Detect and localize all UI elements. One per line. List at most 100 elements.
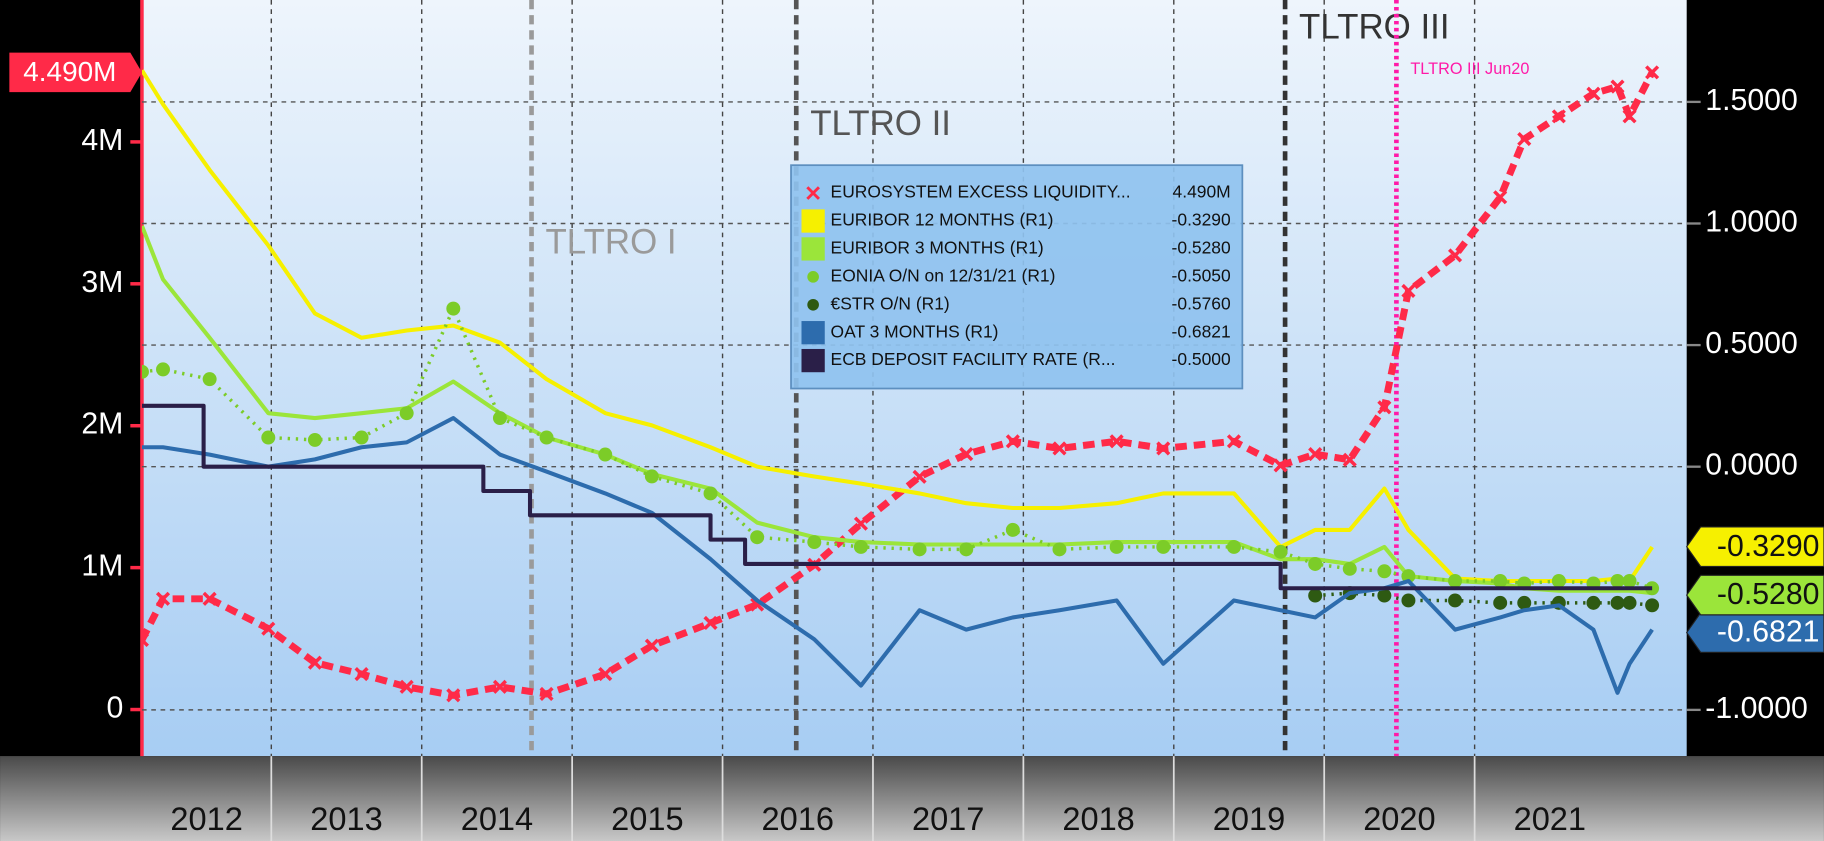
series-x-marker	[853, 516, 868, 531]
legend-label: EUROSYSTEM EXCESS LIQUIDITY...	[831, 182, 1131, 202]
series-x-marker	[1517, 132, 1532, 147]
series-dot	[399, 406, 414, 421]
series-dot	[1586, 595, 1601, 610]
series-dot	[492, 411, 507, 426]
series-dot	[156, 362, 170, 377]
axes: 0 1M 2M 3M 4M -1.0000 0.0000 0.5000 1.0000 1.5000…	[81, 84, 1808, 841]
series-dot	[1377, 588, 1392, 603]
series-dot	[1610, 574, 1625, 588]
y2-tick-label: 1.0000	[1705, 205, 1797, 238]
y-tick-label: 3M	[81, 266, 123, 299]
event-label: TLTRO III Jun20	[1410, 60, 1529, 78]
x-tick-label: 2016	[762, 801, 834, 837]
series-x-marker	[1273, 458, 1288, 473]
series-dot	[959, 542, 974, 557]
y2-tick-label: 1.5000	[1705, 84, 1797, 117]
last-value-tag	[9, 52, 142, 93]
series-x-marker	[1109, 434, 1124, 449]
series-x-marker	[446, 688, 461, 703]
series-dot	[446, 301, 461, 316]
series-dot	[1156, 539, 1171, 554]
legend-label: €STR O/N (R1)	[831, 293, 950, 313]
series-dot	[307, 432, 322, 447]
series-x-marker	[912, 469, 927, 484]
series-line	[141, 403, 1653, 591]
series-dot	[1448, 574, 1463, 588]
series-x-marker	[1622, 109, 1637, 124]
series-dot	[644, 469, 659, 484]
series-x-marker	[1448, 248, 1463, 263]
x-tick-label: 2020	[1363, 801, 1435, 837]
series-line	[141, 416, 1654, 695]
series-x-marker	[1645, 65, 1660, 80]
legend-marker	[801, 237, 825, 261]
series-dot	[1052, 542, 1067, 557]
legend-label: EONIA O/N on 12/31/21 (R1)	[831, 265, 1056, 285]
series-x-marker	[1551, 109, 1566, 124]
legend-value: -0.3290	[1172, 210, 1231, 230]
series-dot	[807, 535, 822, 550]
last-value-tag-label: -0.5280	[1717, 578, 1820, 611]
series-x-marker	[1377, 400, 1392, 415]
series-dot	[1448, 593, 1463, 608]
series-x-marker	[202, 591, 217, 606]
legend-label: OAT 3 MONTHS (R1)	[831, 321, 999, 341]
legend-label: ECB DEPOSIT FACILITY RATE (R...	[831, 349, 1116, 369]
legend-marker	[801, 209, 825, 233]
series-line	[141, 306, 1653, 590]
series-dot	[1226, 539, 1241, 554]
series-dot	[1493, 574, 1508, 588]
event-label: TLTRO I	[545, 222, 676, 261]
series-line	[141, 70, 1656, 699]
series-dot	[1517, 595, 1532, 610]
series-x-marker	[307, 655, 322, 670]
y-tick-label: 4M	[81, 124, 123, 157]
series-x-marker	[261, 621, 276, 636]
last-value-tag-label: -0.6821	[1717, 616, 1820, 649]
series-dot	[750, 530, 765, 545]
series-dot	[1109, 539, 1124, 554]
y-tick-label: 1M	[81, 550, 123, 583]
series-dot	[1401, 593, 1416, 608]
series-dot	[853, 539, 868, 554]
series-dot	[1308, 588, 1323, 603]
series-x-marker	[1493, 190, 1508, 205]
series-x-marker	[1005, 434, 1020, 449]
legend-marker	[806, 186, 820, 200]
series-dot	[1005, 522, 1020, 537]
series-x-marker	[1308, 447, 1323, 462]
series-dot	[261, 430, 276, 445]
x-tick-label: 2012	[170, 801, 242, 837]
y-tick-label: 2M	[81, 408, 123, 441]
x-tick-label: 2017	[912, 801, 984, 837]
legend-value: -0.6821	[1172, 321, 1231, 341]
series-dot	[1401, 569, 1416, 584]
series-dot	[1377, 564, 1392, 579]
series-dot	[539, 430, 554, 445]
series-dot	[598, 447, 613, 462]
legend-box	[790, 164, 1244, 390]
series-x-marker	[1052, 441, 1067, 456]
series-dot	[141, 364, 149, 379]
legend: EUROSYSTEM EXCESS LIQUIDITY... 4.490M EURI…	[790, 164, 1244, 390]
series-x-marker	[1610, 79, 1625, 94]
legend-value: -0.5280	[1172, 238, 1231, 258]
legend-value: -0.5050	[1172, 265, 1231, 285]
series-dot	[1273, 544, 1288, 559]
series-dot	[703, 486, 718, 501]
series-dot	[1308, 556, 1323, 571]
series-x-marker	[598, 667, 613, 682]
series-dot	[1610, 595, 1625, 610]
series-x-marker	[539, 686, 554, 701]
series-layer	[141, 65, 1660, 703]
x-axis-band	[0, 756, 1824, 841]
series-x-marker	[959, 447, 974, 462]
y2-tick-label: 0.5000	[1705, 327, 1797, 360]
series-x-marker	[399, 679, 414, 694]
tags: -0.6821 -0.5280 -0.3290 4.490M	[9, 52, 1824, 653]
series-dot	[1622, 595, 1637, 610]
series-dot	[202, 372, 217, 387]
x-tick-label: 2014	[461, 801, 533, 837]
series-x-marker	[1401, 283, 1416, 298]
